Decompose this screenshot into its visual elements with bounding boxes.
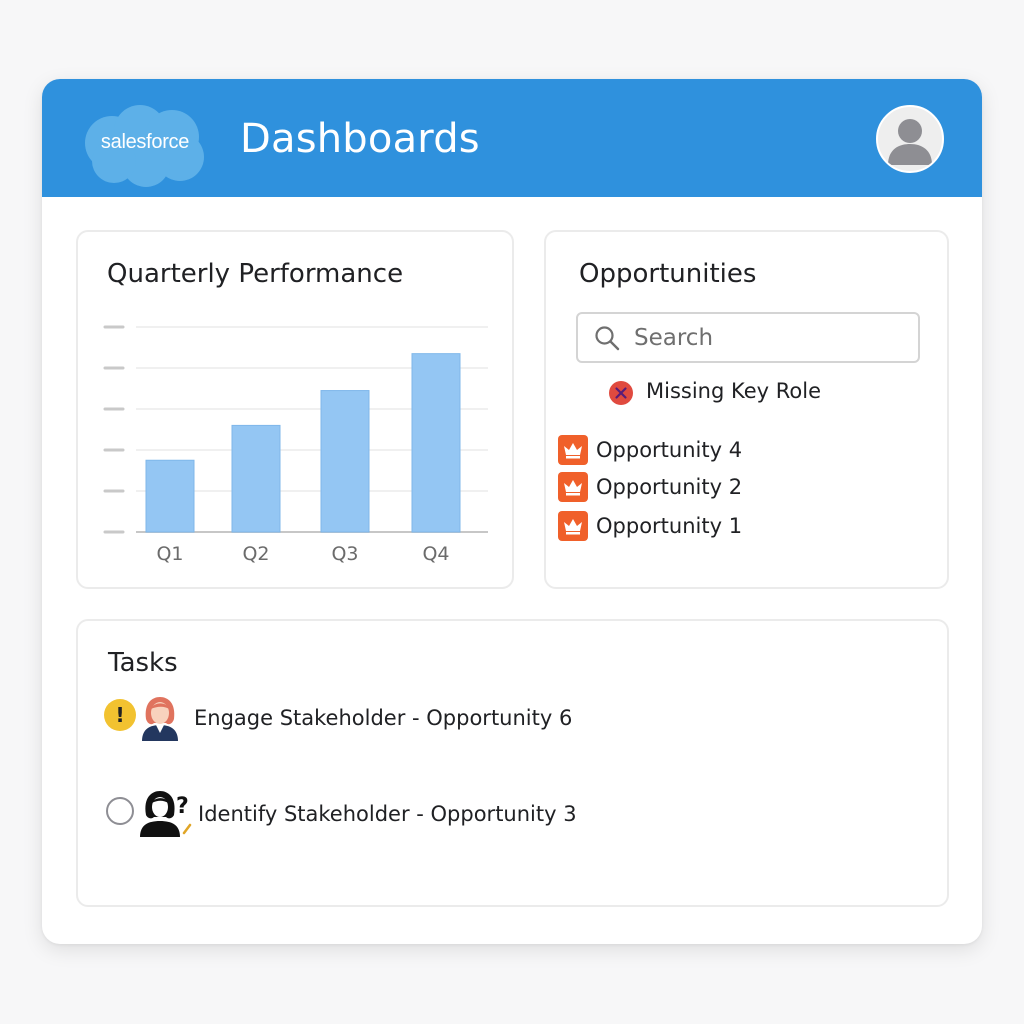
page-title: Dashboards — [240, 116, 480, 162]
opportunity-label: Opportunity 2 — [596, 475, 743, 499]
bar-q3[interactable] — [320, 390, 370, 533]
cloud-logo-icon — [85, 105, 204, 187]
opportunity-label: Opportunity 4 — [596, 438, 743, 462]
crown-icon — [558, 511, 588, 541]
quarterly-performance-card: Quarterly Performance Q1 Q2 Q3 Q4 — [76, 230, 514, 589]
task-label: Engage Stakeholder - Opportunity 6 — [194, 706, 573, 730]
task-item-identify-stakeholder[interactable]: ? Identify Stakeholder - Opportunity 3 — [104, 789, 704, 841]
header-bar: salesforce Dashboards — [42, 79, 982, 197]
tasks-card: Tasks ! Engage Stakeholder - Opportunity… — [76, 619, 949, 907]
opportunity-item-2[interactable]: Opportunity 2 — [558, 472, 858, 502]
search-input[interactable] — [634, 322, 904, 354]
x-tick-label: Q1 — [156, 543, 183, 565]
user-avatar[interactable] — [876, 105, 944, 173]
warning-icon: ! — [104, 699, 136, 731]
crown-icon — [558, 435, 588, 465]
x-circle-icon — [609, 381, 633, 405]
opportunities-title: Opportunities — [579, 259, 757, 289]
task-label: Identify Stakeholder - Opportunity 3 — [198, 802, 577, 826]
chart-title: Quarterly Performance — [107, 259, 404, 289]
logo-text: salesforce — [100, 131, 190, 153]
task-item-engage-stakeholder[interactable]: ! Engage Stakeholder - Opportunity 6 — [104, 695, 704, 747]
unknown-person-icon: ? — [140, 791, 192, 837]
crown-icon — [558, 472, 588, 502]
salesforce-logo[interactable]: salesforce — [82, 101, 208, 189]
opportunity-item-4[interactable]: Opportunity 4 — [558, 435, 858, 465]
woman-avatar-icon — [142, 697, 178, 741]
opportunity-item-1[interactable]: Opportunity 1 — [558, 511, 858, 541]
question-mark-icon: ? — [176, 794, 189, 819]
filter-label: Missing Key Role — [646, 379, 821, 403]
bar-q1[interactable] — [145, 459, 195, 533]
x-tick-label: Q3 — [331, 543, 358, 565]
dashboard-window: salesforce Dashboards Quarterly Performa… — [42, 79, 982, 944]
opportunities-card: Opportunities Missing Key Role Opportuni… — [544, 230, 949, 589]
open-circle-icon — [106, 797, 134, 825]
bar-q4[interactable] — [411, 353, 461, 533]
search-box[interactable] — [576, 312, 920, 363]
x-tick-label: Q2 — [242, 543, 269, 565]
x-tick-label: Q4 — [422, 543, 449, 565]
opportunity-label: Opportunity 1 — [596, 514, 743, 538]
person-icon — [888, 119, 932, 165]
search-icon — [595, 326, 620, 351]
tasks-title: Tasks — [108, 648, 178, 678]
bar-chart: Q1 Q2 Q3 Q4 — [103, 325, 488, 565]
bar-q2[interactable] — [231, 424, 281, 533]
